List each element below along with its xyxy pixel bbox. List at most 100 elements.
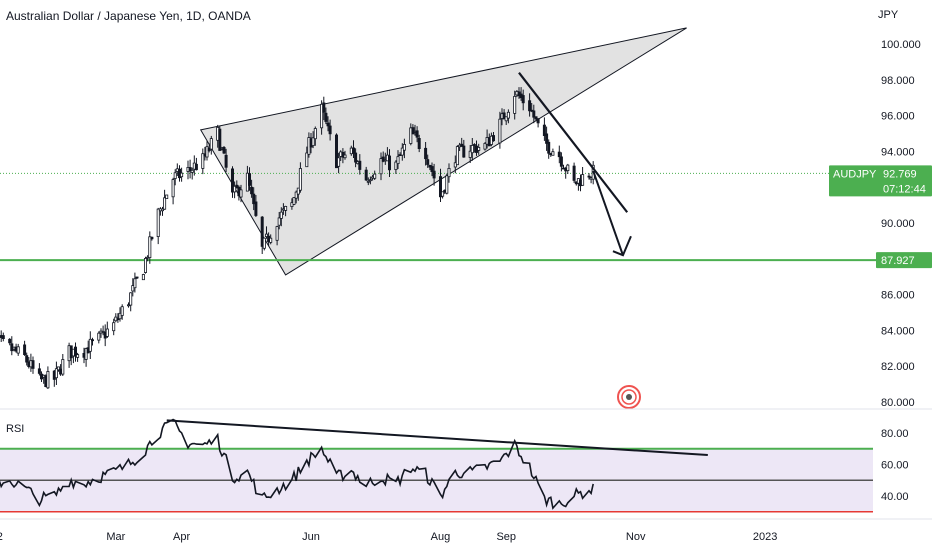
candle-body [366, 180, 370, 183]
candle-body [468, 150, 472, 158]
triangle-pattern [199, 27, 687, 276]
candle-body [557, 151, 561, 158]
resistance-trendline [518, 71, 629, 213]
candle-body [532, 110, 536, 118]
candle-body [112, 322, 116, 332]
logo-ring [621, 389, 637, 405]
candle-body [294, 191, 298, 199]
price-axis-tick: 100.000 [881, 39, 921, 51]
candle-body [432, 170, 436, 179]
candle-body [131, 285, 135, 292]
candle-body [218, 128, 222, 151]
candle-body [354, 152, 358, 163]
candle-body [322, 102, 326, 113]
candle-body [402, 143, 406, 151]
candle-body [504, 116, 508, 122]
candle-body [190, 169, 194, 173]
candle-body [269, 237, 273, 243]
candle-body [84, 348, 88, 360]
candle-body [343, 154, 347, 159]
rsi-axis-tick: 60.00 [881, 460, 909, 472]
candle-body [400, 147, 404, 156]
logo-dot [626, 394, 632, 400]
candle-body [76, 354, 80, 358]
candle-body [31, 360, 35, 369]
candle-body [298, 168, 302, 191]
rsi-axis-tick: 40.00 [881, 491, 909, 503]
candle-body [587, 175, 591, 178]
candle-body [209, 138, 213, 150]
candle-body [171, 179, 175, 198]
candle-body [534, 116, 538, 120]
candle-body [163, 197, 167, 210]
candle-body [536, 118, 540, 124]
bar-countdown: 07:12:44 [883, 183, 926, 195]
candle-body [542, 124, 546, 136]
candle-body [424, 147, 428, 160]
candle-body [513, 96, 517, 114]
candle-body [254, 201, 258, 216]
last-price-badge [829, 165, 932, 197]
last-price-symbol: AUDJPY [833, 168, 877, 180]
candle-body [320, 103, 324, 129]
price-axis-tick: 84.000 [881, 325, 915, 337]
candle-body [129, 292, 133, 306]
candle-body [180, 172, 184, 178]
price-axis-unit: JPY [878, 9, 899, 21]
axes: JPY80.00082.00084.00086.00088.00090.0009… [0, 9, 932, 543]
candle-body [409, 127, 413, 144]
candle-body [292, 197, 296, 205]
price-axis-tick: 98.000 [881, 75, 915, 87]
price-axis-tick: 80.000 [881, 397, 915, 409]
candle-body [118, 312, 122, 320]
level-badge [876, 252, 932, 269]
candle-body [528, 100, 532, 112]
candle-body [222, 146, 226, 154]
candle-body [379, 158, 383, 175]
price-axis-tick: 96.000 [881, 111, 915, 123]
candle-body [247, 173, 251, 186]
candle-body [54, 368, 58, 379]
candle-body [262, 237, 266, 249]
candle-body [358, 160, 362, 170]
candle-body [313, 128, 317, 140]
candle-body [8, 338, 12, 344]
time-axis-tick: Apr [173, 531, 190, 543]
candle-body [194, 163, 198, 171]
candle-body [239, 189, 243, 198]
time-axis-tick: Nov [626, 531, 646, 543]
candle-body [441, 191, 445, 197]
rsi-pane: RSI [0, 418, 873, 513]
chart-title: Australian Dollar / Japanese Yen, 1D, OA… [6, 9, 251, 23]
candle-body [25, 355, 29, 363]
candle-body [455, 146, 459, 166]
candle-body [74, 346, 78, 357]
candle-body [328, 125, 332, 135]
candle-body [311, 137, 315, 147]
candle-body [150, 236, 154, 240]
chart-logo [617, 385, 641, 409]
time-axis-tick: Jun [302, 531, 320, 543]
candle-body [116, 318, 120, 321]
candle-body [447, 167, 451, 178]
candle-body [351, 147, 355, 154]
candle-body [430, 166, 434, 172]
projection-arrow-shaft [592, 170, 624, 256]
price-axis-tick: 82.000 [881, 361, 915, 373]
candle-body [46, 371, 50, 389]
candle-body [498, 118, 502, 144]
candle-body [133, 278, 137, 289]
candle-body [284, 205, 288, 211]
candle-body [224, 154, 228, 168]
candle-body [275, 226, 279, 241]
rsi-divergence-trendline [166, 419, 708, 457]
candle-body [415, 130, 419, 138]
candle-body [61, 359, 65, 375]
candle-body [483, 142, 487, 150]
candle-body [260, 216, 264, 247]
candle-body [460, 143, 464, 147]
candle-body [547, 141, 551, 154]
candle-body [1, 335, 5, 340]
rsi-title: RSI [6, 423, 24, 435]
